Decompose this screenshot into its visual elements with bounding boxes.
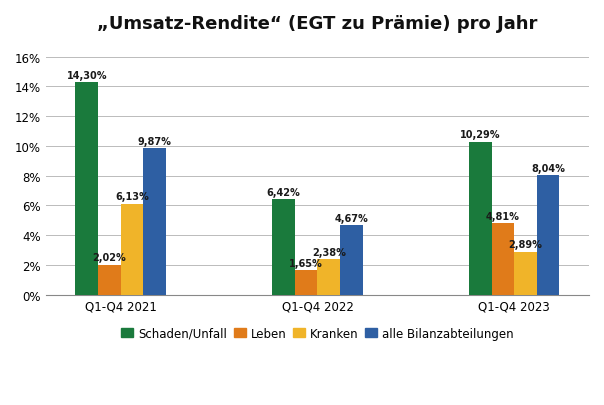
Bar [340, 226, 363, 295]
Text: 14,30%: 14,30% [66, 70, 107, 81]
Bar [143, 149, 166, 295]
Text: 4,67%: 4,67% [335, 213, 368, 224]
Text: 4,81%: 4,81% [486, 211, 520, 222]
Bar [469, 142, 492, 295]
Legend: Schaden/Unfall, Leben, Kranken, alle Bilanzabteilungen: Schaden/Unfall, Leben, Kranken, alle Bil… [117, 322, 518, 345]
Bar [272, 200, 295, 295]
Bar [318, 260, 340, 295]
Text: 10,29%: 10,29% [460, 130, 501, 140]
Text: 2,38%: 2,38% [312, 247, 345, 258]
Text: 8,04%: 8,04% [532, 164, 565, 173]
Title: „Umsatz-Rendite“ (EGT zu Prämie) pro Jahr: „Umsatz-Rendite“ (EGT zu Prämie) pro Jah… [97, 15, 538, 33]
Text: 9,87%: 9,87% [138, 136, 172, 146]
Bar [295, 271, 318, 295]
Bar [537, 176, 559, 295]
Text: 6,42%: 6,42% [267, 188, 300, 198]
Text: 6,13%: 6,13% [115, 192, 149, 202]
Bar [98, 265, 121, 295]
Text: 1,65%: 1,65% [289, 258, 323, 268]
Text: 2,89%: 2,89% [509, 240, 542, 250]
Text: 2,02%: 2,02% [92, 253, 126, 263]
Bar [76, 83, 98, 295]
Bar [121, 204, 143, 295]
Bar [492, 224, 514, 295]
Bar [514, 252, 537, 295]
